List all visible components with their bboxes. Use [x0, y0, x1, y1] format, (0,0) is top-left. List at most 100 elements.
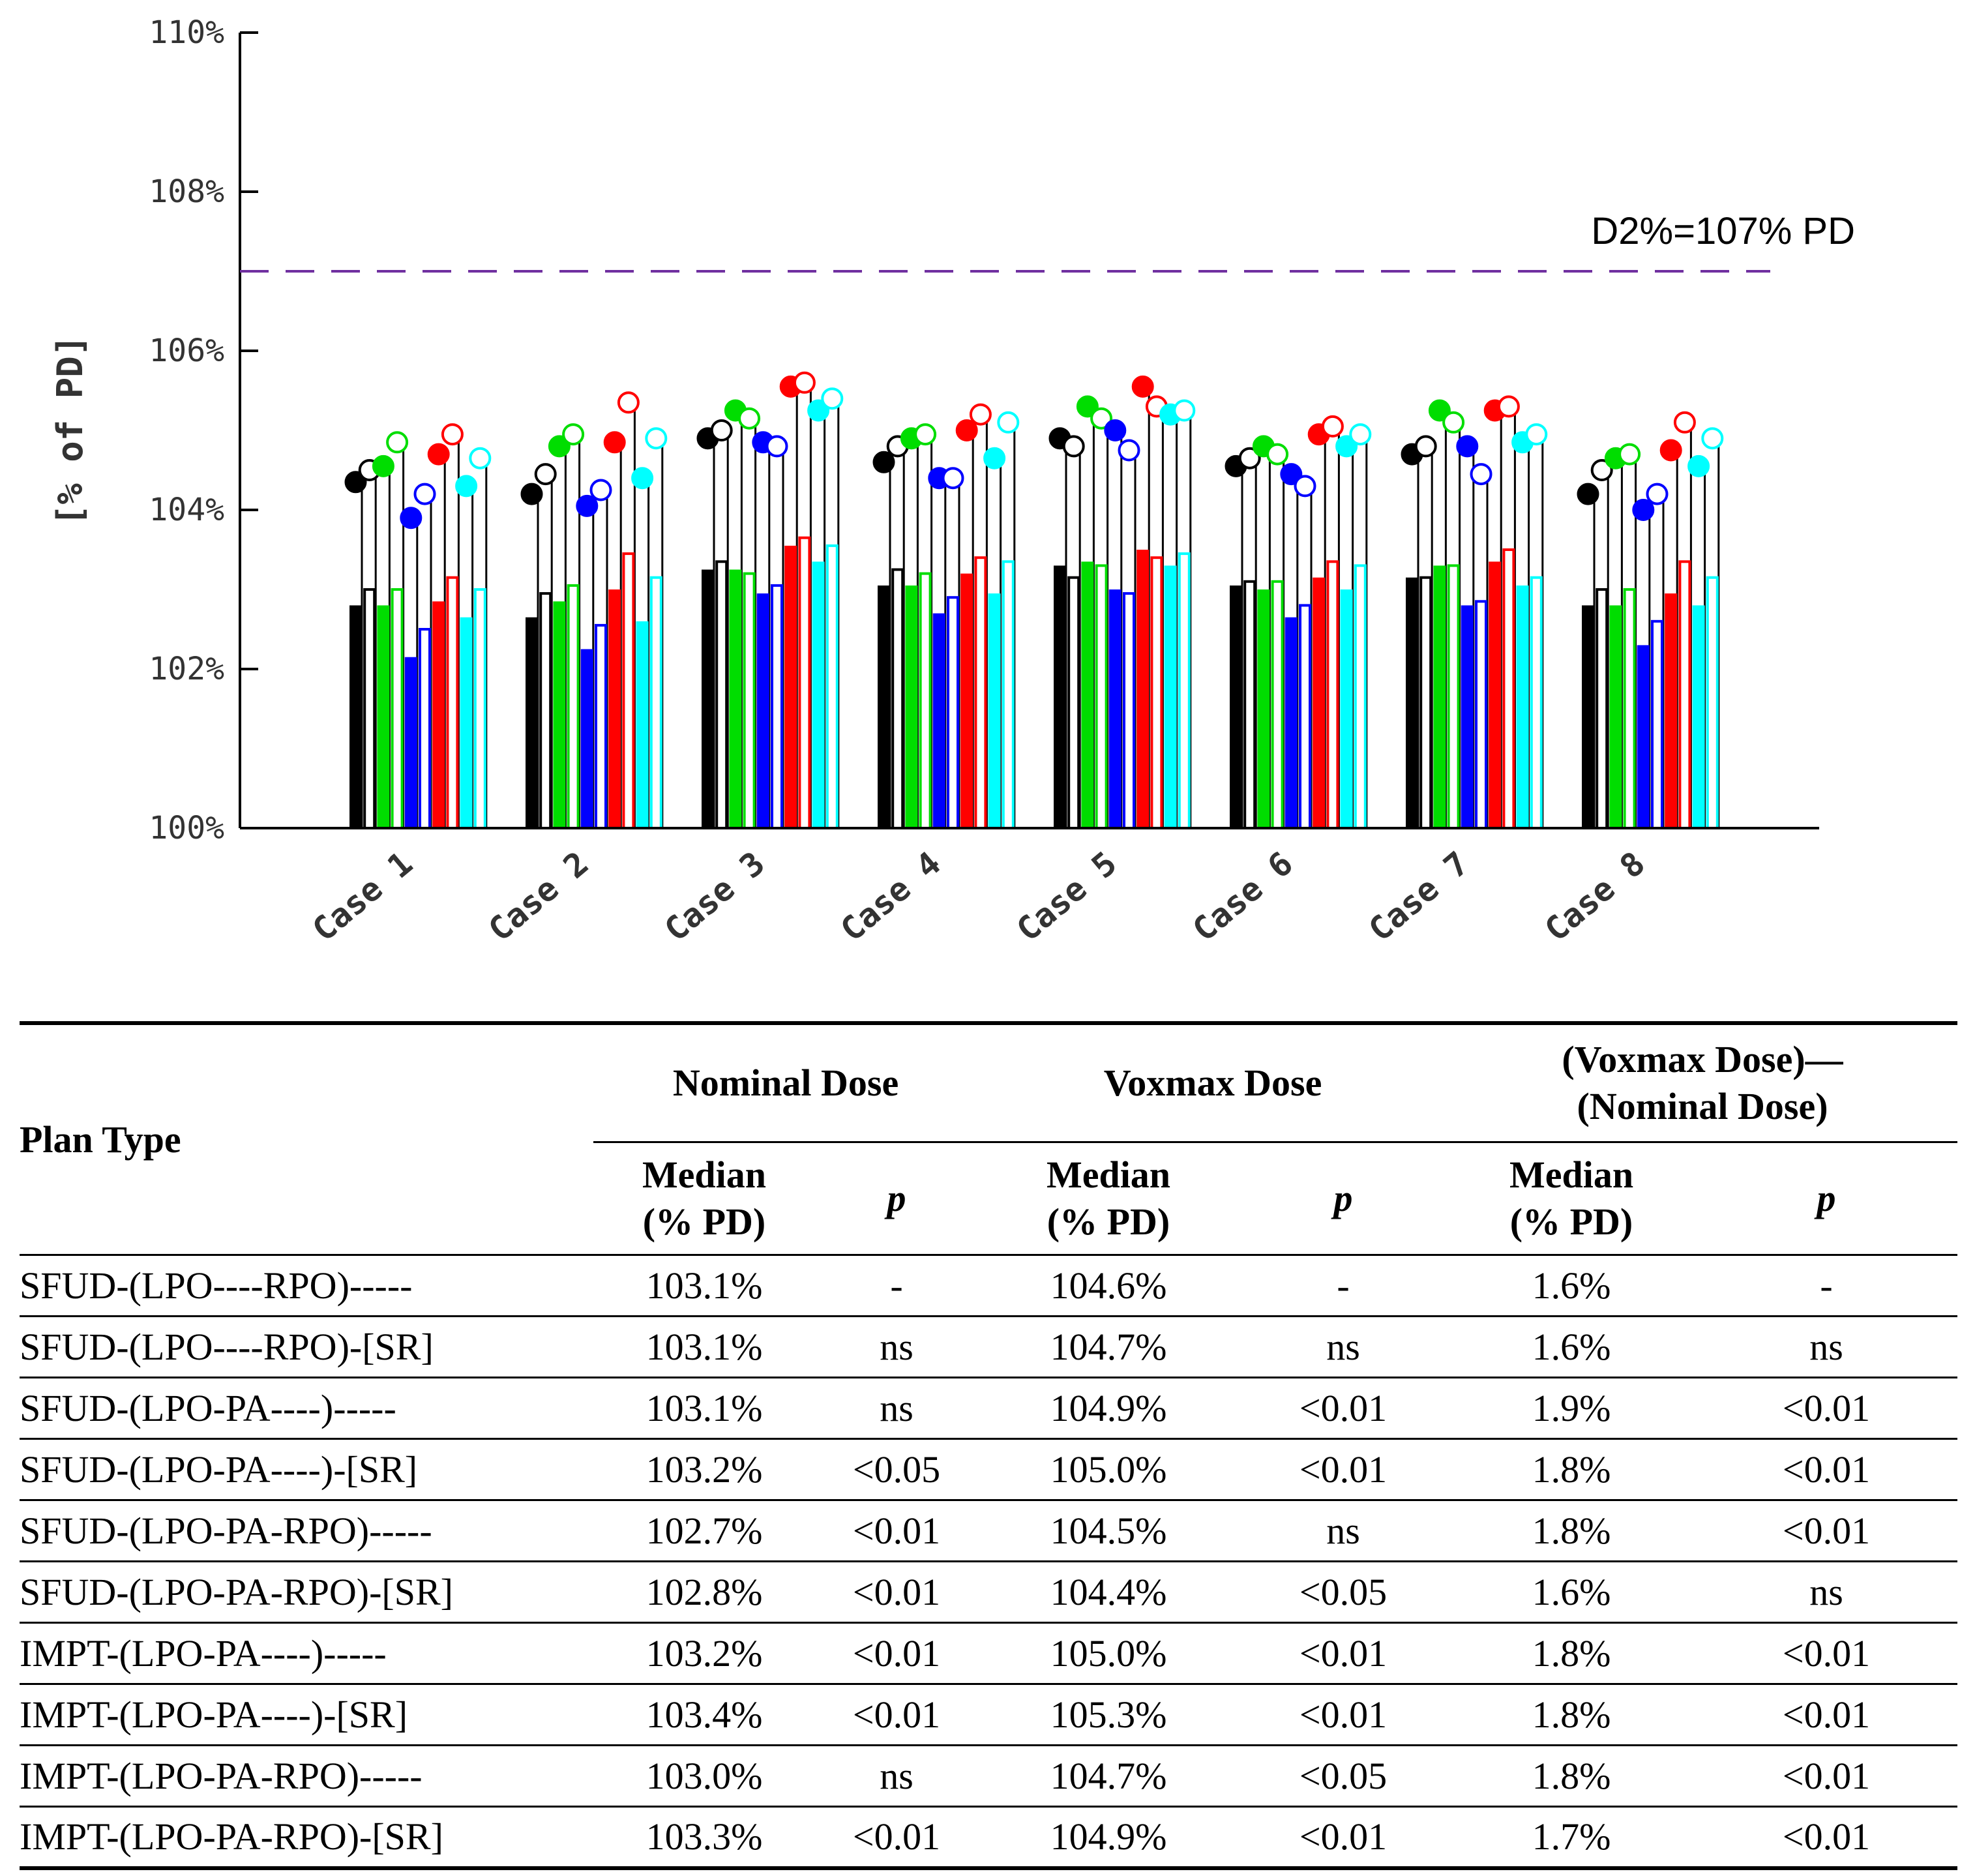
plan-type-cell: IMPT-(LPO-PA----)-----	[20, 1632, 387, 1675]
table-row: SFUD-(LPO-PA-RPO)----- 102.7% <0.01 104.5% n…	[20, 1500, 1958, 1562]
marker-point	[589, 479, 612, 501]
bar	[349, 605, 362, 828]
marker-point	[576, 494, 599, 517]
bar	[771, 584, 783, 830]
bar	[1081, 561, 1094, 828]
table-cell: 103.1%	[646, 1326, 763, 1368]
y-axis: 100% 102% 104% 106% 108% 110%	[149, 14, 258, 846]
p-header: p	[1239, 1141, 1448, 1255]
marker-point	[1118, 439, 1140, 462]
table-cell: <0.01	[1299, 1815, 1388, 1858]
bar	[812, 561, 825, 828]
marker-point	[1618, 443, 1641, 466]
table-cell: ns	[1809, 1571, 1843, 1613]
marker-point	[710, 419, 733, 441]
table-cell: <0.01	[1782, 1448, 1871, 1491]
bar	[1054, 565, 1066, 828]
bar	[473, 588, 486, 829]
bar	[798, 536, 811, 829]
table-row: SFUD-(LPO-PA----)-[SR] 103.2% <0.05 105.0% <…	[20, 1438, 1958, 1500]
bar	[905, 585, 918, 828]
marker-point	[942, 467, 964, 490]
marker-point	[427, 443, 450, 466]
bar	[1637, 645, 1650, 828]
bar	[432, 601, 445, 828]
bar	[595, 623, 607, 830]
bar	[649, 576, 662, 829]
bar	[729, 569, 742, 828]
plan-type-cell: SFUD-(LPO-PA----)-[SR]	[20, 1448, 418, 1491]
table-cell: ns	[880, 1387, 913, 1429]
x-axis: Case 1 Case 2 Case 3 Case 4 Case 5 Case 6 Case…	[240, 827, 1819, 949]
marker-point	[1659, 439, 1682, 462]
marker-point	[534, 463, 557, 486]
bar	[1313, 577, 1326, 828]
bars-group	[344, 371, 1724, 830]
table-row: IMPT-(LPO-PA-RPO)-[SR] 103.3% <0.01 104.9% <…	[20, 1806, 1958, 1868]
bar	[1067, 576, 1080, 829]
marker-point	[1525, 423, 1548, 446]
marker-point	[1104, 419, 1127, 441]
marker-point	[344, 471, 367, 494]
bar	[1243, 580, 1256, 829]
table-row: IMPT-(LPO-PA----)----- 103.2% <0.01 105.0% <…	[20, 1622, 1958, 1684]
bar	[1108, 589, 1121, 828]
x-tick-label: Case 2	[481, 844, 596, 949]
table-cell: 1.9%	[1532, 1387, 1611, 1429]
table-cell: 1.8%	[1532, 1510, 1611, 1552]
y-tick-label: 110%	[149, 14, 224, 51]
marker-point	[1577, 483, 1599, 505]
marker-point	[1442, 411, 1465, 434]
plan-type-cell: SFUD-(LPO----RPO)-[SR]	[20, 1326, 434, 1368]
y-tick-label: 100%	[149, 810, 224, 846]
table-cell: <0.01	[852, 1815, 941, 1858]
x-tick-label: Case 8	[1537, 844, 1652, 949]
table-cell: 1.7%	[1532, 1815, 1611, 1858]
marker-point	[1173, 399, 1196, 422]
y-axis-label: [% of PD]	[50, 335, 91, 526]
table-cell: <0.05	[852, 1448, 941, 1491]
bar	[608, 589, 621, 828]
y-tick-label: 108%	[149, 173, 224, 210]
bar	[878, 585, 890, 828]
table-cell: <0.01	[1782, 1815, 1871, 1858]
table-cell: 102.8%	[646, 1571, 763, 1613]
marker-point	[1076, 395, 1099, 418]
table-cell: ns	[880, 1326, 913, 1368]
table-cell: <0.01	[1782, 1693, 1871, 1736]
marker-point	[969, 403, 992, 426]
bar	[1596, 588, 1609, 829]
table-cell: ns	[1809, 1326, 1843, 1368]
plan-type-cell: IMPT-(LPO-PA-RPO)-----	[20, 1755, 423, 1797]
marker-point	[1238, 447, 1261, 469]
marker-point	[1632, 499, 1655, 521]
bar	[1123, 592, 1135, 829]
marker-point	[738, 407, 761, 430]
table-cell: <0.01	[1782, 1387, 1871, 1429]
voxmax-dose-header: Voxmax Dose	[1103, 1061, 1322, 1104]
y-tick-label: 102%	[149, 651, 224, 687]
marker-point	[1335, 435, 1358, 458]
table-cell: ns	[1326, 1510, 1360, 1552]
marker-point	[1062, 435, 1085, 458]
table-cell: 104.5%	[1050, 1510, 1167, 1552]
marker-point	[1294, 475, 1316, 498]
plan-type-header: Plan Type	[20, 1118, 181, 1161]
bar	[1516, 585, 1529, 828]
marker-point	[793, 371, 816, 394]
table-cell: ns	[880, 1755, 913, 1797]
table-row: SFUD-(LPO-PA-RPO)-[SR] 102.8% <0.01 104.4% <…	[20, 1561, 1958, 1623]
bar	[460, 617, 473, 828]
bar	[825, 544, 839, 830]
table-cell: <0.01	[1299, 1693, 1388, 1736]
nominal-dose-header: Nominal Dose	[672, 1061, 899, 1104]
table-cell: <0.01	[1299, 1448, 1388, 1491]
bar	[1340, 589, 1353, 828]
table-cell: 105.0%	[1050, 1632, 1167, 1675]
marker-point	[1701, 427, 1724, 450]
plan-type-cell: SFUD-(LPO----RPO)-----	[20, 1264, 413, 1307]
marker-point	[821, 387, 844, 410]
bar	[947, 596, 959, 829]
bar	[1447, 564, 1460, 830]
p-header: p	[815, 1141, 979, 1255]
